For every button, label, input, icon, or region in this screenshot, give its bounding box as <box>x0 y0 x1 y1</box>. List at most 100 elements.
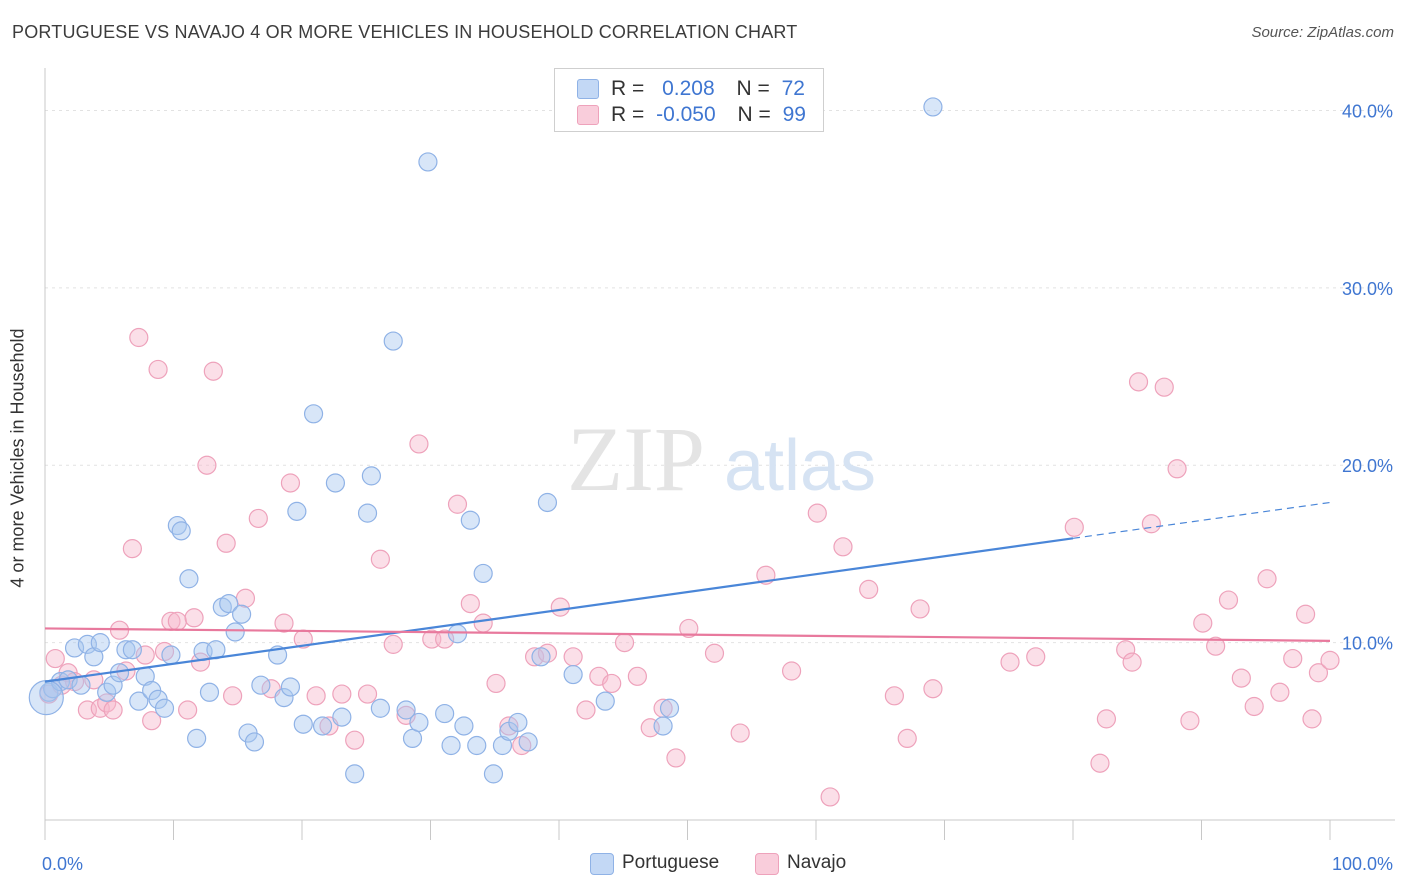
trend-lines <box>44 501 1331 683</box>
axes <box>44 68 1395 840</box>
legend-n-label: N = <box>737 103 771 126</box>
navajo-point <box>197 455 217 475</box>
portuguese-point <box>537 492 558 513</box>
portuguese-point <box>325 473 346 493</box>
navajo-point <box>1128 372 1149 392</box>
navajo-point <box>614 633 635 653</box>
navajo-point <box>142 711 162 731</box>
portuguese-point <box>312 716 333 736</box>
portuguese-point <box>492 735 513 756</box>
navajo-point <box>223 686 243 706</box>
navajo-point <box>274 613 294 633</box>
navajo-point <box>178 700 198 720</box>
portuguese-point <box>71 675 91 695</box>
navajo-point <box>203 361 223 381</box>
portuguese-point <box>90 633 110 653</box>
portuguese-point <box>28 680 64 716</box>
chart-title: PORTUGUESE VS NAVAJO 4 OR MORE VEHICLES … <box>12 22 798 42</box>
portuguese-point <box>84 647 104 667</box>
portuguese-point <box>244 732 265 752</box>
portuguese-point <box>447 624 468 644</box>
legend-swatch-portuguese <box>577 79 599 99</box>
navajo-point <box>122 539 142 559</box>
navajo-point <box>1302 709 1322 729</box>
legend-n-label: N = <box>736 77 770 100</box>
navajo-point <box>45 648 65 669</box>
portuguese-point <box>418 152 438 172</box>
navajo-point <box>1257 569 1277 589</box>
navajo-point <box>730 723 750 743</box>
portuguese-point <box>508 712 528 733</box>
portuguese-point <box>435 703 455 724</box>
portuguese-point <box>199 682 220 702</box>
portuguese-point <box>518 732 538 752</box>
x-tick-label-max: 100.0% <box>1332 854 1393 874</box>
bottom-legend-swatch-navajo <box>755 853 779 875</box>
portuguese-point <box>293 714 313 734</box>
navajo-point <box>167 611 187 631</box>
portuguese-point <box>563 664 583 685</box>
portuguese-point <box>171 521 191 541</box>
navajo-point <box>833 537 853 557</box>
navajo-point <box>897 728 917 749</box>
navajo-point <box>306 686 326 706</box>
legend-r-label: R = <box>611 77 645 100</box>
navajo-point <box>486 673 506 694</box>
navajo-point <box>666 748 686 768</box>
portuguese-point <box>402 728 423 749</box>
portuguese-point <box>345 764 365 784</box>
portuguese-point <box>361 466 381 486</box>
portuguese-point <box>103 675 123 695</box>
portuguese-point <box>167 515 187 536</box>
watermark-zip: ZIP <box>567 408 705 510</box>
navajo-point <box>1064 517 1084 537</box>
navajo-trend-line <box>44 627 1331 642</box>
navajo-point <box>235 588 256 608</box>
navajo-point <box>1231 668 1251 688</box>
navajo-point <box>129 327 149 348</box>
portuguese-point <box>467 735 487 756</box>
navajo-point <box>550 597 570 617</box>
navajo-point <box>135 645 155 665</box>
navajo-point <box>1096 709 1117 729</box>
navajo-point <box>148 359 168 380</box>
bottom-legend-swatch-portuguese <box>590 853 614 875</box>
portuguese-point <box>332 707 352 727</box>
navajo-series <box>39 327 1340 807</box>
navajo-point <box>1206 636 1226 656</box>
portuguese-point <box>251 675 271 695</box>
navajo-point <box>1000 652 1020 672</box>
navajo-point <box>704 643 725 663</box>
navajo-point <box>460 593 480 614</box>
navajo-point <box>1090 753 1110 773</box>
navajo-point <box>807 503 827 523</box>
navajo-point <box>103 700 123 720</box>
navajo-point <box>1320 650 1340 670</box>
navajo-point <box>447 494 468 514</box>
y-tick-label: 20.0% <box>1342 456 1393 476</box>
portuguese-point <box>357 503 378 523</box>
portuguese-point <box>370 698 390 718</box>
navajo-point <box>859 579 879 600</box>
source-label: Source: ZipAtlas.com <box>1251 24 1394 41</box>
y-tick-label: 40.0% <box>1342 101 1393 121</box>
navajo-point <box>409 434 429 454</box>
navajo-point <box>679 618 699 639</box>
legend-r-label: R = <box>611 103 645 126</box>
navajo-point <box>332 684 352 704</box>
legend-n-value-portuguese: 72 <box>781 77 805 100</box>
navajo-point <box>1180 711 1200 731</box>
portuguese-point <box>923 97 943 117</box>
navajo-point <box>345 730 365 750</box>
portuguese-point <box>280 677 301 697</box>
legend-n-value-navajo: 99 <box>782 103 806 126</box>
navajo-point <box>280 473 301 493</box>
tick-labels: 10.0% 20.0% 30.0% 40.0% 0.0% 100.0% <box>42 101 1393 874</box>
navajo-point <box>1116 640 1136 660</box>
portuguese-point <box>161 645 181 665</box>
portuguese-point <box>64 638 85 658</box>
portuguese-point <box>154 698 175 718</box>
legend: R = 0.208 N = 72 R = -0.050 N = 99 <box>554 68 824 132</box>
portuguese-trend-extension <box>1072 501 1331 539</box>
navajo-point <box>884 686 904 706</box>
